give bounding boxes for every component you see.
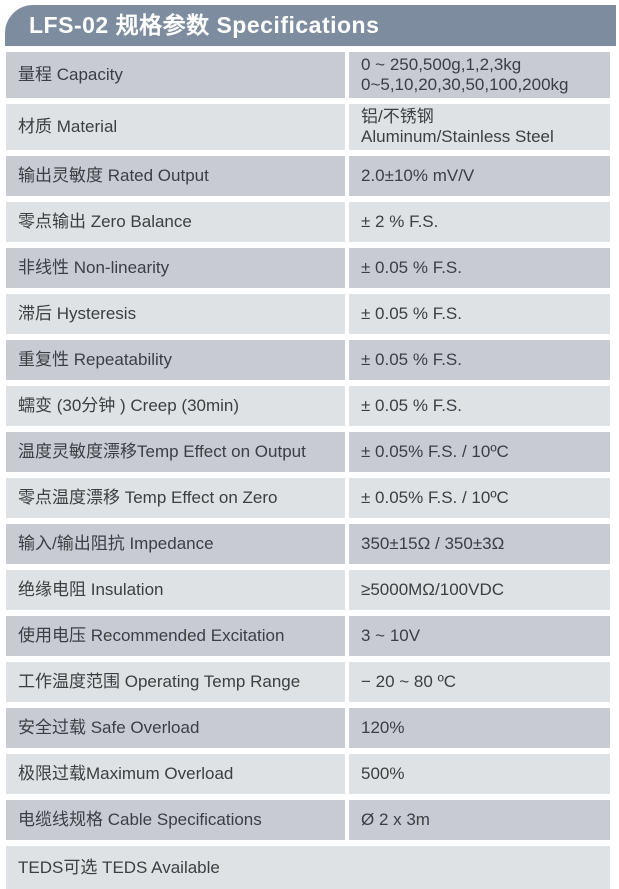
table-row: 使用电压 Recommended Excitation 3 ~ 10V	[6, 616, 610, 656]
spec-label: 零点输出 Zero Balance	[6, 202, 345, 242]
spec-label: 安全过载 Safe Overload	[6, 708, 345, 748]
table-row: 滞后 Hysteresis ± 0.05 % F.S.	[6, 294, 610, 334]
spec-value: ≥5000MΩ/100VDC	[349, 570, 610, 610]
table-row: 温度灵敏度漂移Temp Effect on Output ± 0.05% F.S…	[6, 432, 610, 472]
spec-value: 3 ~ 10V	[349, 616, 610, 656]
spec-label: 极限过载Maximum Overload	[6, 754, 345, 794]
spec-value: Ø 2 x 3m	[349, 800, 610, 840]
table-row: 重复性 Repeatability ± 0.05 % F.S.	[6, 340, 610, 380]
spec-value: ± 0.05 % F.S.	[349, 294, 610, 334]
spec-label: 温度灵敏度漂移Temp Effect on Output	[6, 432, 345, 472]
spec-label: 输入/输出阻抗 Impedance	[6, 524, 345, 564]
table-row: 输出灵敏度 Rated Output 2.0±10% mV/V	[6, 156, 610, 196]
spec-label: 滞后 Hysteresis	[6, 294, 345, 334]
spec-label: 重复性 Repeatability	[6, 340, 345, 380]
spec-label: 工作温度范围 Operating Temp Range	[6, 662, 345, 702]
table-row: 零点输出 Zero Balance ± 2 % F.S.	[6, 202, 610, 242]
spec-value: 铝/不锈钢 Aluminum/Stainless Steel	[349, 104, 610, 150]
spec-label: 蠕变 (30分钟 ) Creep (30min)	[6, 386, 345, 426]
table-row: 材质 Material 铝/不锈钢 Aluminum/Stainless Ste…	[6, 104, 610, 150]
table-row: 量程 Capacity 0 ~ 250,500g,1,2,3kg 0~5,10,…	[6, 52, 610, 98]
spec-value: − 20 ~ 80 ºC	[349, 662, 610, 702]
spec-label: 零点温度漂移 Temp Effect on Zero	[6, 478, 345, 518]
table-row: 绝缘电阻 Insulation ≥5000MΩ/100VDC	[6, 570, 610, 610]
spec-value: 120%	[349, 708, 610, 748]
spec-label: 输出灵敏度 Rated Output	[6, 156, 345, 196]
spec-label: 材质 Material	[6, 104, 345, 150]
spec-value: ± 0.05 % F.S.	[349, 248, 610, 288]
table-row: 零点温度漂移 Temp Effect on Zero ± 0.05% F.S. …	[6, 478, 610, 518]
spec-value: ± 2 % F.S.	[349, 202, 610, 242]
spec-value: ± 0.05 % F.S.	[349, 386, 610, 426]
table-row: 非线性 Non-linearity ± 0.05 % F.S.	[6, 248, 610, 288]
spec-label: 使用电压 Recommended Excitation	[6, 616, 345, 656]
page-title: LFS-02 规格参数 Specifications	[5, 5, 616, 46]
table-row: 安全过载 Safe Overload 120%	[6, 708, 610, 748]
spec-value: ± 0.05% F.S. / 10ºC	[349, 432, 610, 472]
spec-value: ± 0.05% F.S. / 10ºC	[349, 478, 610, 518]
spec-label: 非线性 Non-linearity	[6, 248, 345, 288]
spec-value: 2.0±10% mV/V	[349, 156, 610, 196]
spec-value: 500%	[349, 754, 610, 794]
spec-label: 绝缘电阻 Insulation	[6, 570, 345, 610]
table-row: 极限过载Maximum Overload 500%	[6, 754, 610, 794]
table-row: 输入/输出阻抗 Impedance 350±15Ω / 350±3Ω	[6, 524, 610, 564]
table-row: 蠕变 (30分钟 ) Creep (30min) ± 0.05 % F.S.	[6, 386, 610, 426]
spec-label: 电缆线规格 Cable Specifications	[6, 800, 345, 840]
spec-value: 350±15Ω / 350±3Ω	[349, 524, 610, 564]
spec-value: 0 ~ 250,500g,1,2,3kg 0~5,10,20,30,50,100…	[349, 52, 610, 98]
table-row: 电缆线规格 Cable Specifications Ø 2 x 3m	[6, 800, 610, 840]
table-footer-row: TEDS可选 TEDS Available	[6, 846, 610, 889]
spec-table: 量程 Capacity 0 ~ 250,500g,1,2,3kg 0~5,10,…	[6, 52, 610, 889]
spec-label: TEDS可选 TEDS Available	[6, 846, 610, 889]
spec-label: 量程 Capacity	[6, 52, 345, 98]
spec-value: ± 0.05 % F.S.	[349, 340, 610, 380]
table-row: 工作温度范围 Operating Temp Range − 20 ~ 80 ºC	[6, 662, 610, 702]
